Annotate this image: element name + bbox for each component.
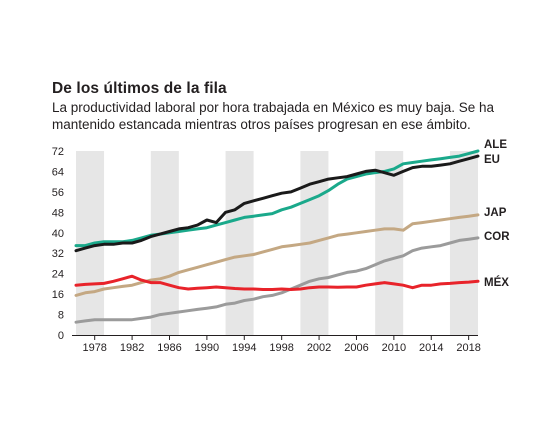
x-tick-label: 1998: [269, 342, 293, 354]
series-lines: [74, 149, 480, 324]
chart-subtitle: La productividad laboral por hora trabaj…: [52, 100, 495, 132]
series-line-eu: [74, 154, 480, 253]
y-tick-label: 0: [58, 330, 64, 342]
shaded-band-1: [150, 151, 179, 335]
series-label-ale: ALE: [484, 139, 507, 151]
y-tick-label: 40: [52, 228, 64, 240]
chart-title: De los últimos de la fila: [52, 80, 227, 97]
x-tick-label: 1986: [157, 342, 181, 354]
x-tick-label: 2014: [419, 342, 443, 354]
series-line-jap: [74, 213, 480, 297]
x-tick-label: 2002: [307, 342, 331, 354]
y-tick-label: 72: [52, 146, 64, 158]
x-tick-label: 2010: [382, 342, 406, 354]
x-tick-label: 2006: [344, 342, 368, 354]
x-tick-label: 1978: [82, 342, 106, 354]
series-label-méx: MÉX: [484, 276, 509, 289]
x-tick-label: 2018: [456, 342, 480, 354]
series-label-jap: JAP: [484, 207, 507, 219]
shaded-band-2: [225, 151, 254, 335]
series-label-eu: EU: [484, 154, 500, 166]
y-tick-label: 56: [52, 187, 64, 199]
y-axis-ticks: 0 8 16 24 32 40 48 56 64 72: [52, 146, 64, 342]
x-tick-label: 1990: [195, 342, 219, 354]
series-labels: ALE EU JAP COR MÉX: [484, 139, 510, 289]
y-tick-label: 24: [52, 269, 64, 281]
y-tick-label: 8: [58, 310, 64, 322]
series-label-cor: COR: [484, 231, 510, 243]
y-tick-label: 64: [52, 166, 64, 178]
y-tick-label: 48: [52, 207, 64, 219]
series-line-méx: [74, 274, 480, 291]
shaded-band-4: [375, 151, 404, 335]
y-tick-label: 16: [52, 289, 64, 301]
x-tick-label: 1994: [232, 342, 256, 354]
x-axis: 1978 1982 1986 1990 1994 1998 2002 2006 2010 2014…: [72, 335, 481, 354]
series-line-cor: [74, 236, 480, 324]
series-line-ale: [74, 149, 480, 248]
shaded-bands: [76, 151, 478, 335]
y-tick-label: 32: [52, 248, 64, 260]
x-tick-label: 1982: [120, 342, 144, 354]
